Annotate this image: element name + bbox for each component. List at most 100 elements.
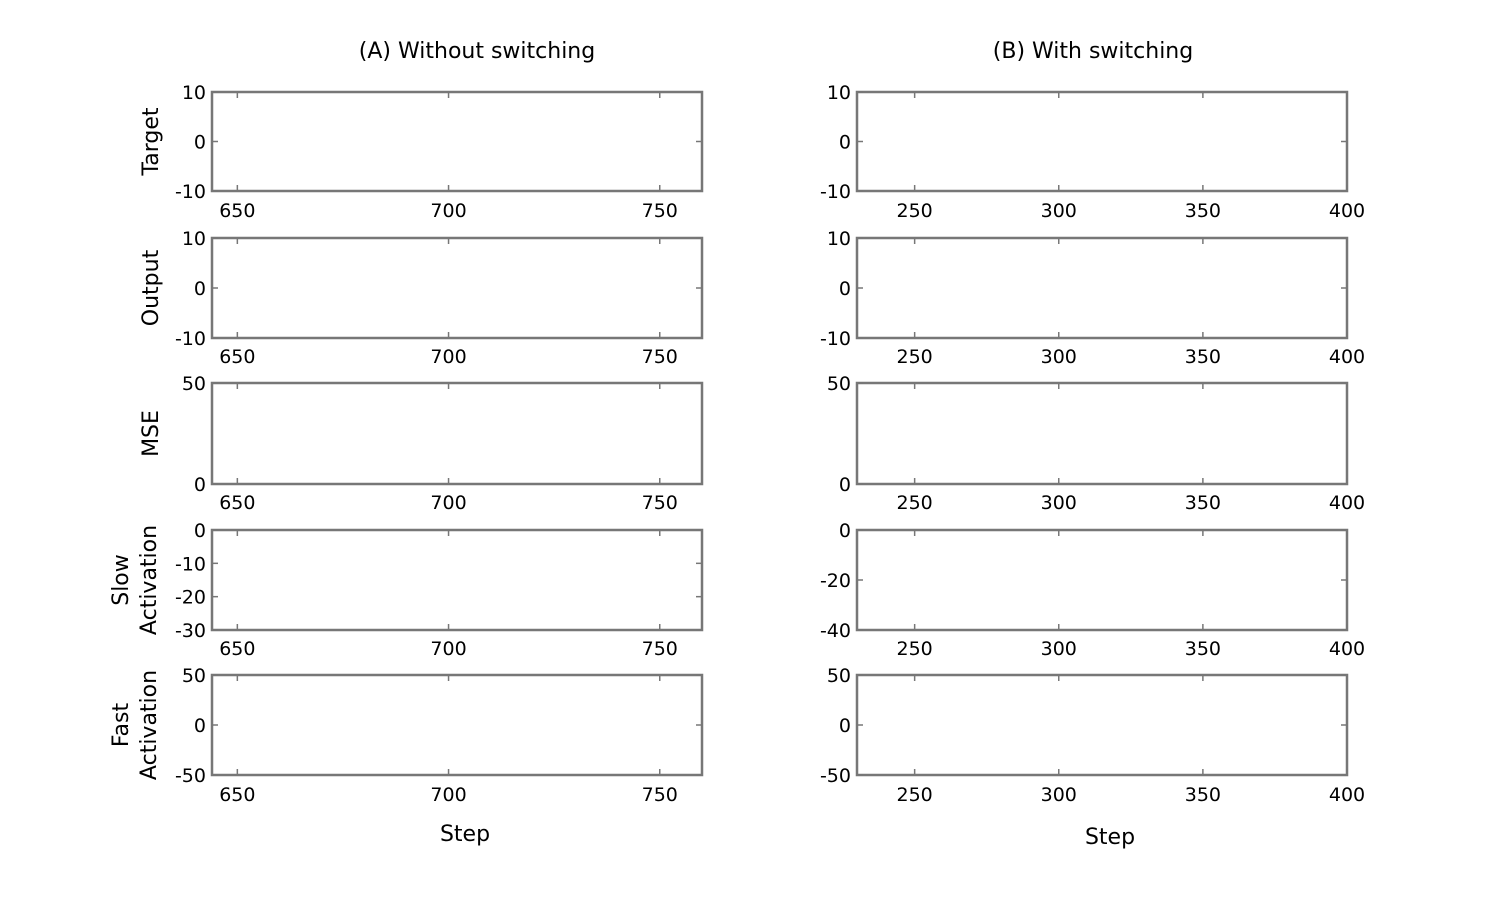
x-tick-label: 300 (1041, 784, 1077, 806)
x-axis-label-a: Step (440, 822, 490, 847)
x-tick-label: 250 (897, 784, 933, 806)
y-tick-label: 10 (182, 228, 206, 250)
x-tick-label: 700 (430, 346, 466, 368)
y-axis-label-line: Fast (109, 703, 134, 748)
x-tick-label: 700 (430, 784, 466, 806)
x-tick-label: 250 (897, 638, 933, 660)
panel-output-b: 250 300 350 400 10 0 -10 (820, 228, 1365, 368)
x-tick-label: 250 (897, 200, 933, 222)
x-tick-label: 650 (219, 784, 255, 806)
panel-mse-a: 650 700 750 50 0 MSE (139, 373, 704, 514)
y-axis-label-mse: MSE (139, 410, 164, 457)
x-tick-label: 400 (1329, 638, 1365, 660)
y-tick-label: 0 (194, 474, 206, 496)
x-tick-label: 250 (897, 346, 933, 368)
axes-frame (210, 236, 704, 340)
x-tick-label: 750 (642, 346, 678, 368)
y-axis-label-line: Target (139, 107, 164, 176)
panel-slow-b: 250 300 350 400 0 -20 -40 (820, 520, 1365, 660)
x-tick-label: 650 (219, 492, 255, 514)
x-tick-label: 300 (1041, 492, 1077, 514)
axes-frame (855, 528, 1349, 632)
axes-frame (210, 673, 704, 777)
x-tick-label: 700 (430, 492, 466, 514)
y-tick-label: 10 (827, 82, 851, 104)
panel-fast-b: 250 300 350 400 50 0 -50 (820, 665, 1365, 806)
x-axis-label-b: Step (1085, 825, 1135, 850)
y-tick-label: 10 (182, 82, 206, 104)
x-tick-label: 750 (642, 784, 678, 806)
y-axis-label-slow: Slow Activation (109, 525, 162, 635)
x-tick-label: 650 (219, 346, 255, 368)
panel-fast-a: 650 700 750 50 0 -50 Fast Activation (109, 665, 704, 806)
y-tick-label: 0 (839, 132, 851, 154)
x-tick-label: 750 (642, 200, 678, 222)
axes-frame (855, 673, 1349, 777)
y-tick-label: -20 (820, 570, 851, 592)
y-axis-label-fast: Fast Activation (109, 670, 162, 780)
y-tick-label: -50 (175, 765, 206, 787)
axes-frame (210, 528, 704, 632)
axes-frame (855, 90, 1349, 193)
y-tick-label: -40 (820, 620, 851, 642)
y-tick-label: 0 (194, 278, 206, 300)
y-tick-label: 0 (194, 132, 206, 154)
x-tick-label: 250 (897, 492, 933, 514)
y-tick-label: 0 (839, 474, 851, 496)
y-tick-label: 50 (827, 665, 851, 687)
x-tick-label: 700 (430, 638, 466, 660)
y-tick-label: -10 (175, 553, 206, 575)
y-tick-label: 0 (194, 520, 206, 542)
x-tick-label: 350 (1185, 200, 1221, 222)
y-axis-label-line: Output (139, 249, 164, 326)
y-tick-label: 50 (182, 665, 206, 687)
panel-mse-b: 250 300 350 400 50 0 (827, 373, 1365, 514)
panel-slow-a: 650 700 750 0 -10 -20 -30 Slow Activation (109, 520, 704, 660)
x-tick-label: 350 (1185, 492, 1221, 514)
x-tick-label: 300 (1041, 638, 1077, 660)
y-tick-label: 50 (182, 373, 206, 395)
y-axis-label-output: Output (139, 249, 164, 326)
y-axis-label-line: Activation (137, 525, 162, 635)
x-tick-label: 350 (1185, 638, 1221, 660)
panel-target-b: 250 300 350 400 10 0 -10 (820, 82, 1365, 222)
y-tick-label: 0 (839, 715, 851, 737)
y-tick-label: 10 (827, 228, 851, 250)
x-tick-label: 750 (642, 638, 678, 660)
x-tick-label: 400 (1329, 784, 1365, 806)
x-tick-label: 300 (1041, 200, 1077, 222)
x-tick-label: 400 (1329, 492, 1365, 514)
y-tick-label: 0 (839, 520, 851, 542)
column-title-b: (B) With switching (993, 39, 1193, 64)
y-tick-label: -10 (820, 181, 851, 203)
y-tick-label: 0 (839, 278, 851, 300)
x-tick-label: 650 (219, 200, 255, 222)
y-tick-label: 0 (194, 715, 206, 737)
y-tick-label: 50 (827, 373, 851, 395)
y-tick-label: -10 (820, 328, 851, 350)
axes-frame (210, 381, 704, 486)
x-tick-label: 350 (1185, 346, 1221, 368)
x-tick-label: 400 (1329, 346, 1365, 368)
y-tick-label: -20 (175, 587, 206, 609)
panel-output-a: 650 700 750 10 0 -10 Output (139, 228, 704, 368)
axes-frame (210, 90, 704, 193)
column-title-a: (A) Without switching (359, 39, 595, 64)
y-tick-label: -50 (820, 765, 851, 787)
x-tick-label: 750 (642, 492, 678, 514)
axes-frame (855, 381, 1349, 486)
panel-target-a: 650 700 750 10 0 -10 Target (139, 82, 704, 222)
x-tick-label: 650 (219, 638, 255, 660)
y-axis-label-line: Slow (109, 554, 134, 606)
y-tick-label: -30 (175, 620, 206, 642)
x-tick-label: 700 (430, 200, 466, 222)
x-tick-label: 300 (1041, 346, 1077, 368)
x-tick-label: 350 (1185, 784, 1221, 806)
y-axis-label-line: MSE (139, 410, 164, 457)
y-axis-label-line: Activation (137, 670, 162, 780)
y-tick-label: -10 (175, 328, 206, 350)
y-tick-label: -10 (175, 181, 206, 203)
axes-frame (855, 236, 1349, 340)
y-axis-label-target: Target (139, 107, 164, 176)
